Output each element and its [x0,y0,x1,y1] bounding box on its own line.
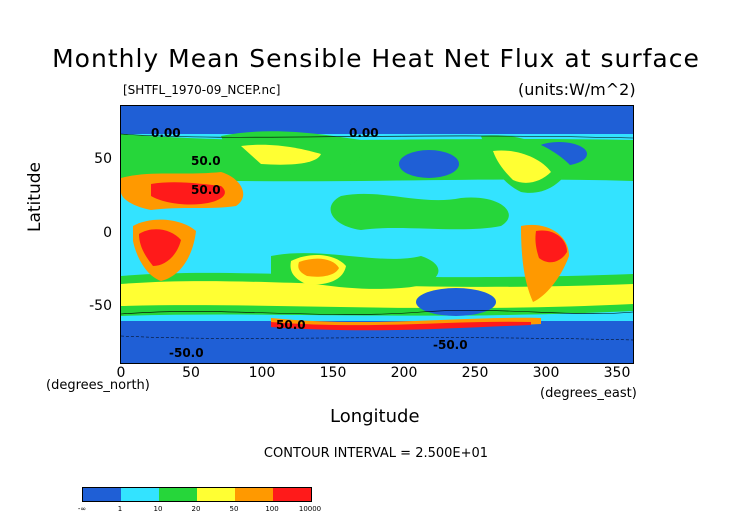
x-tick-label: 200 [390,365,418,381]
legend-tick-label: 20 [191,505,201,513]
x-axis-label: Longitude [330,406,420,427]
legend-swatch [273,488,311,501]
contour-label: 0.00 [151,126,181,140]
antarctic-coast-red [271,321,531,331]
file-label: [SHTFL_1970-09_NCEP.nc] [123,83,281,97]
contour-label: 50.0 [191,154,221,168]
x-tick-label: 350 [603,365,631,381]
arctic-band [121,106,633,134]
legend-swatch [197,488,235,501]
flux-map-plot: 0.00 50.0 0.00 50.0 50.0 -50.0 -50.0 [120,105,634,364]
flux-map-svg [121,106,633,363]
north-africa-red [151,182,225,205]
contour-label: 50.0 [276,318,306,332]
legend-tick-label: 100 [265,505,279,513]
legend-tick-label: -∞ [77,505,87,513]
x-tick-label: 300 [532,365,560,381]
x-axis-note: (degrees_east) [540,386,637,401]
south-pacific-blue [416,288,496,316]
y-tick-label: -50 [89,298,112,314]
africa-red [139,229,181,266]
y-tick-label: 0 [103,225,112,241]
x-tick-label: 100 [248,365,276,381]
legend-tick-label: 10000 [298,505,322,513]
y-axis-note: (degrees_north) [46,378,150,393]
legend-swatch [159,488,197,501]
legend-swatch [83,488,121,501]
contour-line-south [121,309,633,315]
contour-label: 50.0 [191,183,221,197]
south-america-red [535,230,567,263]
legend-swatch [121,488,159,501]
contour-label: 0.00 [349,126,379,140]
contour-line-north [121,133,633,139]
north-pacific-blue [399,150,459,178]
contour-interval-label: CONTOUR INTERVAL = 2.500E+01 [263,446,489,461]
units-label: (units:W/m^2) [518,80,636,99]
contour-label: -50.0 [433,338,468,352]
legend-tick-label: 1 [117,505,123,513]
x-tick-label: 50 [182,365,200,381]
legend-tick-label: 50 [229,505,239,513]
southern-yellow-band [121,281,633,309]
north-america-yellow [493,150,551,183]
x-tick-label: 150 [319,365,347,381]
legend-swatch [235,488,273,501]
y-axis-label: Latitude [25,162,45,232]
australia-orange [298,258,339,277]
y-tick-label: 50 [94,151,112,167]
asia-yellow [241,144,321,165]
contour-label: -50.0 [169,346,204,360]
pacific-green-patch [330,193,509,230]
legend-tick-label: 10 [153,505,163,513]
map-title: Monthly Mean Sensible Heat Net Flux at s… [52,44,700,73]
color-legend [82,487,312,502]
x-tick-label: 250 [461,365,489,381]
x-tick-label: 0 [116,365,126,381]
contour-line-antarctic [121,335,633,341]
